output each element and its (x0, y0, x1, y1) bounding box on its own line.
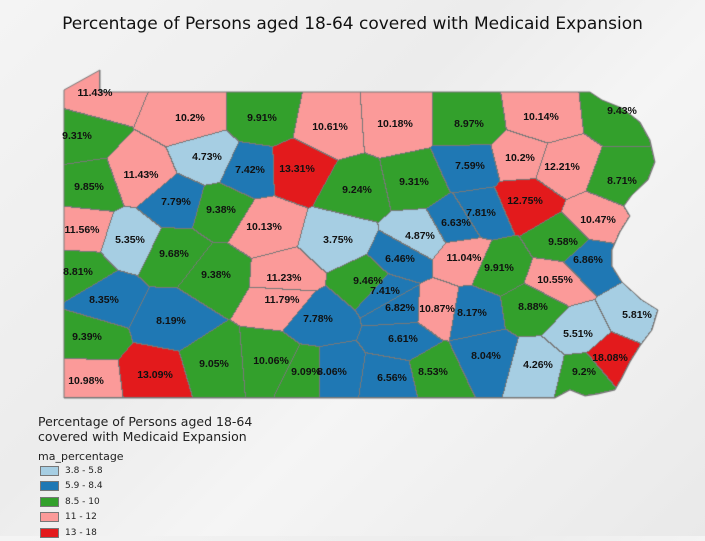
county-label: 7.41% (370, 285, 400, 297)
legend-item: 5.9 - 8.4 (40, 479, 298, 495)
county-label: 8.71% (607, 175, 637, 187)
county-label: 6.63% (441, 217, 471, 229)
county-label: 8.17% (457, 307, 487, 319)
legend-label: 13 - 18 (65, 527, 97, 538)
legend-item: 8.5 - 10 (40, 494, 298, 510)
county-label: 13.09% (137, 369, 173, 381)
county-label: 5.81% (622, 309, 652, 321)
county-label: 10.2% (175, 112, 205, 124)
county-label: 4.87% (405, 230, 435, 242)
county-label: 10.87% (419, 303, 455, 315)
county-label: 10.13% (246, 221, 282, 233)
county-label: 11.79% (264, 294, 300, 306)
county-label: 6.56% (377, 372, 407, 384)
county-label: 7.42% (235, 164, 265, 176)
county-label: 11.04% (446, 252, 482, 264)
county-label: 10.98% (68, 375, 104, 387)
map-title: Percentage of Persons aged 18-64 covered… (62, 14, 643, 34)
county-label: 11.23% (266, 272, 302, 284)
county-label: 10.47% (580, 214, 616, 226)
legend-label: 3.8 - 5.8 (65, 465, 103, 476)
county-label: 9.38% (201, 269, 231, 281)
county-label: 7.78% (303, 313, 333, 325)
county-label: 8.97% (454, 118, 484, 130)
county-label: 9.85% (74, 181, 104, 193)
county-label: 9.46% (353, 275, 383, 287)
county-label: 18.08% (592, 352, 628, 364)
county-label: 9.43% (607, 105, 637, 117)
county-label: 10.61% (312, 121, 348, 133)
legend: Percentage of Persons aged 18-64 covered… (38, 414, 298, 541)
county-label: 10.14% (523, 111, 559, 123)
county-label: 9.91% (484, 262, 514, 274)
legend-swatch (40, 496, 59, 507)
legend-item: 13 - 18 (40, 525, 298, 541)
county-label: 9.91% (247, 112, 277, 124)
county-label: 12.21% (544, 161, 580, 173)
legend-item: 3.8 - 5.8 (40, 463, 298, 479)
legend-label: 8.5 - 10 (65, 496, 100, 507)
county-label: 6.61% (388, 333, 418, 345)
county-label: 10.55% (537, 274, 573, 286)
county-label: 9.2% (572, 366, 596, 378)
county-label: 6.86% (573, 254, 603, 266)
legend-field: ma_percentage (38, 450, 124, 463)
county-label: 6.46% (385, 253, 415, 265)
county-label: 7.79% (161, 196, 191, 208)
county-label: 10.2% (505, 152, 535, 164)
legend-label: 5.9 - 8.4 (65, 481, 103, 492)
county-label: 9.68% (159, 248, 189, 260)
county-label: 8.19% (156, 315, 186, 327)
legend-label: 11 - 12 (65, 512, 97, 523)
county-label: 5.51% (563, 328, 593, 340)
county-label: 9.09% (291, 366, 321, 378)
county-label: 6.82% (385, 302, 415, 314)
county-label: 5.35% (115, 234, 145, 246)
county-label: 8.35% (89, 294, 119, 306)
county-label: 13.31% (279, 163, 315, 175)
county-label: 8.06% (317, 366, 347, 378)
county-label: 11.43% (123, 169, 159, 181)
county-label: 9.05% (199, 358, 229, 370)
county-label: 9.58% (548, 236, 578, 248)
legend-item: 11 - 12 (40, 510, 298, 526)
county-label: 8.88% (518, 301, 548, 313)
county-label: 3.75% (323, 234, 353, 246)
county-label: 11.43% (77, 87, 113, 99)
county-label: 4.73% (192, 151, 222, 163)
county-label: 9.38% (206, 204, 236, 216)
legend-swatch (40, 527, 59, 538)
county-label: 9.24% (342, 184, 372, 196)
legend-swatch (40, 465, 59, 476)
legend-title: Percentage of Persons aged 18-64 covered… (38, 414, 253, 444)
county-label: 8.53% (418, 366, 448, 378)
county-label: 10.18% (377, 118, 413, 130)
legend-swatch (40, 481, 59, 492)
county-label: 9.31% (399, 176, 429, 188)
county-label: 9.39% (72, 331, 102, 343)
legend-swatch (40, 512, 59, 523)
county-label: 7.59% (455, 160, 485, 172)
county-label: 4.26% (523, 359, 553, 371)
county-label: 8.04% (471, 350, 501, 362)
county-label: 12.75% (507, 195, 543, 207)
county-label: 8.81% (63, 266, 93, 278)
county-label: 9.31% (62, 130, 92, 142)
county-label: 11.56% (64, 224, 100, 236)
county-label: 10.06% (253, 355, 289, 367)
county-label: 7.81% (466, 207, 496, 219)
